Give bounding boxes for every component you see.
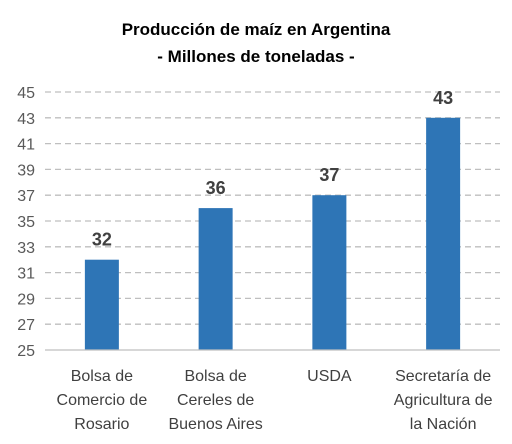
data-label: 37 <box>319 165 339 185</box>
data-labels: 32 36 37 43 <box>92 88 453 250</box>
x-tick-label: Cereles de <box>177 392 254 409</box>
x-tick-label: Secretaría de <box>395 368 491 385</box>
bars <box>84 117 461 350</box>
gridlines <box>45 91 500 325</box>
y-tick-label: 41 <box>17 137 35 154</box>
x-tick-label: la Nación <box>410 416 477 433</box>
y-tick-label: 35 <box>17 214 35 231</box>
x-tick-label: USDA <box>307 368 352 385</box>
x-tick-label: Bolsa de <box>184 368 246 385</box>
y-tick-label: 25 <box>17 343 35 360</box>
bar <box>198 208 233 350</box>
y-tick-label: 33 <box>17 240 35 257</box>
x-tick-label: Rosario <box>74 416 129 433</box>
x-tick-label: Agricultura de <box>394 392 493 409</box>
y-tick-label: 27 <box>17 317 35 334</box>
x-axis-ticks: Bolsa de Comercio de Rosario Bolsa de Cerele… <box>57 368 493 433</box>
chart-subtitle: - Millones de toneladas - <box>157 47 354 66</box>
chart-title: Producción de maíz en Argentina <box>122 20 391 39</box>
bar <box>426 117 461 350</box>
y-tick-label: 31 <box>17 266 35 283</box>
y-tick-label: 43 <box>17 111 35 128</box>
y-tick-label: 45 <box>17 85 35 102</box>
bar <box>84 259 119 350</box>
data-label: 43 <box>433 88 453 108</box>
y-axis-ticks: 25 27 29 31 33 35 37 39 41 43 45 <box>17 85 35 360</box>
x-tick-label: Comercio de <box>57 392 148 409</box>
x-tick-label: Buenos Aires <box>168 416 262 433</box>
y-tick-label: 39 <box>17 162 35 179</box>
bar <box>312 195 347 350</box>
x-tick-label: Bolsa de <box>71 368 133 385</box>
y-tick-label: 37 <box>17 188 35 205</box>
data-label: 36 <box>206 178 226 198</box>
y-tick-label: 29 <box>17 291 35 308</box>
data-label: 32 <box>92 230 112 250</box>
